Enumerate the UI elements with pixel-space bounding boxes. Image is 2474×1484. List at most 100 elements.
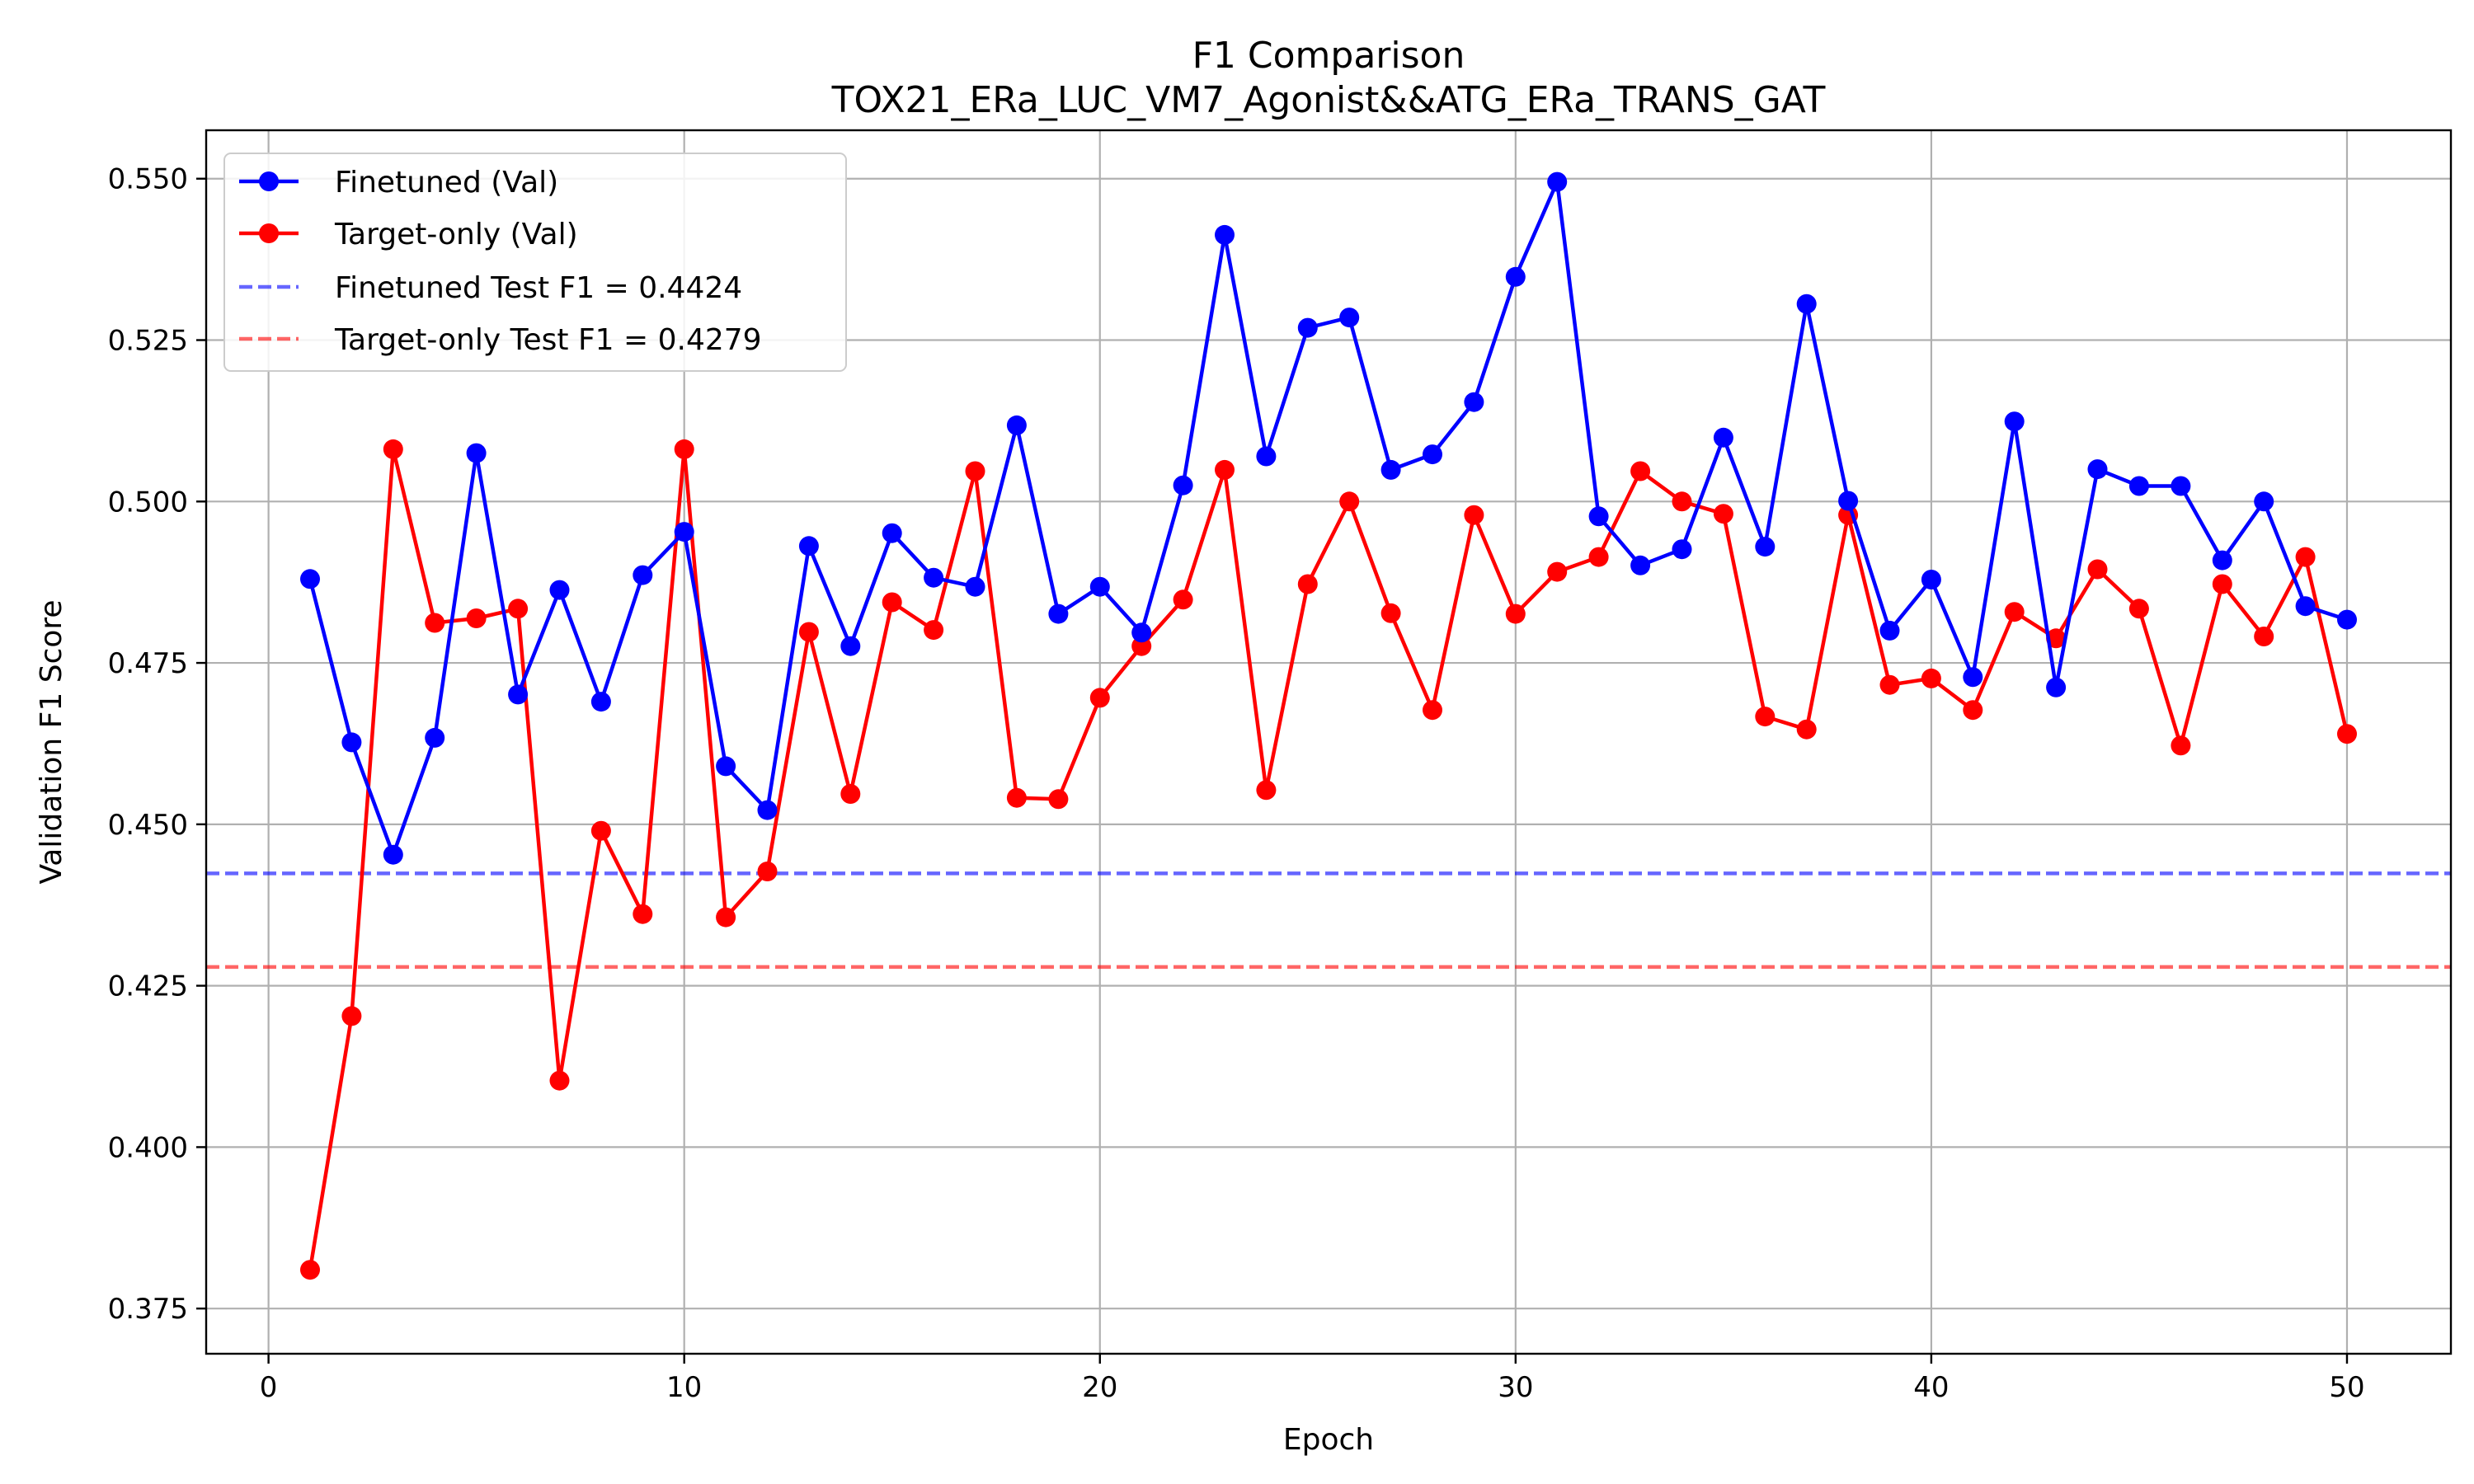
target-only-val-point bbox=[1048, 789, 1069, 810]
finetuned-val-point bbox=[1256, 446, 1277, 467]
plot-frame bbox=[205, 129, 2453, 1355]
target-only-val-point bbox=[2004, 602, 2025, 622]
target-only-val-point bbox=[2254, 627, 2274, 646]
finetuned-val-point bbox=[1380, 459, 1401, 480]
target-only-val-point bbox=[2295, 547, 2316, 567]
finetuned-val-point bbox=[590, 692, 611, 712]
target-only-val-point bbox=[2337, 724, 2357, 744]
target-only-val-point bbox=[2046, 628, 2067, 649]
finetuned-val-point bbox=[425, 727, 445, 748]
finetuned-val-point bbox=[508, 684, 529, 705]
target-only-val-point bbox=[1879, 674, 1900, 695]
legend-marker-finetuned-val bbox=[259, 171, 279, 191]
target-only-val-point bbox=[716, 907, 736, 928]
y-tick-label: 0.550 bbox=[108, 163, 188, 196]
finetuned-val-point bbox=[2046, 677, 2067, 697]
finetuned-val-point bbox=[798, 536, 819, 556]
y-tick-label: 0.475 bbox=[108, 647, 188, 680]
y-tick-label: 0.525 bbox=[108, 325, 188, 358]
finetuned-val-point bbox=[1630, 555, 1651, 575]
x-tick-label: 30 bbox=[1498, 1371, 1533, 1404]
target-only-val-point bbox=[2212, 574, 2232, 594]
legend-marker-target-only-val bbox=[259, 223, 279, 243]
target-only-val-point bbox=[1921, 668, 1941, 688]
target-only-val-point bbox=[425, 613, 445, 633]
x-axis-label: Epoch bbox=[1283, 1423, 1374, 1457]
legend-box bbox=[223, 153, 847, 372]
finetuned-val-point bbox=[716, 756, 736, 777]
y-axis-label: Validation F1 Score bbox=[35, 599, 68, 884]
target-only-val-point bbox=[1380, 603, 1401, 623]
x-tick-label: 50 bbox=[2329, 1371, 2364, 1404]
target-only-val-point bbox=[1006, 787, 1027, 808]
target-only-val-point bbox=[1339, 491, 1360, 512]
target-only-val-point bbox=[300, 1260, 320, 1280]
target-only-val-point bbox=[633, 904, 653, 924]
finetuned-val-point bbox=[1547, 171, 1568, 192]
finetuned-val-point bbox=[2128, 476, 2149, 496]
y-tick-label: 0.400 bbox=[108, 1131, 188, 1164]
target-only-val-point bbox=[466, 608, 487, 628]
target-only-val-point bbox=[549, 1070, 570, 1091]
x-tick-label: 40 bbox=[1913, 1371, 1949, 1404]
target-only-val-point bbox=[383, 439, 403, 459]
finetuned-val-point bbox=[757, 800, 778, 820]
y-tick-label: 0.375 bbox=[108, 1293, 188, 1326]
finetuned-val-point bbox=[1215, 224, 1235, 245]
finetuned-val-point bbox=[674, 522, 694, 542]
target-only-val-point bbox=[840, 784, 861, 804]
target-only-val-point bbox=[757, 862, 778, 881]
finetuned-val-point bbox=[1173, 475, 1193, 495]
finetuned-val-point bbox=[2212, 550, 2232, 571]
target-only-val-point bbox=[1464, 505, 1484, 525]
finetuned-val-point bbox=[2295, 596, 2316, 617]
finetuned-val-point bbox=[2171, 476, 2191, 496]
finetuned-val-point bbox=[1423, 444, 1442, 465]
grid-layer bbox=[206, 130, 2451, 1354]
finetuned-val-point bbox=[300, 569, 320, 589]
legend-label-finetuned-test: Finetuned Test F1 = 0.4424 bbox=[335, 271, 742, 305]
target-only-val-line bbox=[308, 447, 2349, 1270]
y-tick-label: 0.450 bbox=[108, 809, 188, 842]
target-only-val-point bbox=[2171, 735, 2191, 756]
finetuned-val-point bbox=[2337, 609, 2357, 630]
finetuned-val-point bbox=[840, 636, 861, 656]
legend: Finetuned (Val) Target-only (Val) Finetu… bbox=[223, 153, 847, 372]
finetuned-val-point bbox=[2254, 491, 2274, 512]
finetuned-val-point bbox=[1588, 506, 1609, 527]
finetuned-val-point bbox=[1713, 427, 1733, 448]
x-tick-label: 0 bbox=[260, 1371, 278, 1404]
finetuned-val-point bbox=[341, 732, 362, 753]
x-tick-label: 20 bbox=[1082, 1371, 1117, 1404]
finetuned-val-point bbox=[1838, 491, 1859, 511]
target-only-val-point bbox=[1588, 547, 1609, 567]
finetuned-val-point bbox=[1006, 415, 1027, 435]
finetuned-val-point bbox=[1131, 622, 1152, 643]
finetuned-val-line bbox=[308, 180, 2348, 857]
finetuned-val-point bbox=[633, 565, 653, 585]
target-only-val-point bbox=[341, 1006, 362, 1026]
target-only-val-point bbox=[924, 620, 944, 641]
x-tick-label: 10 bbox=[666, 1371, 702, 1404]
target-only-val-point bbox=[674, 439, 694, 459]
finetuned-val-point bbox=[965, 576, 985, 597]
finetuned-val-point bbox=[1339, 308, 1360, 328]
series-layer bbox=[300, 171, 2357, 1280]
finetuned-val-point bbox=[882, 523, 902, 543]
finetuned-val-point bbox=[1672, 539, 1692, 560]
finetuned-val-point bbox=[1796, 294, 1817, 314]
target-only-val-point bbox=[1089, 688, 1110, 708]
finetuned-val-point bbox=[1464, 392, 1484, 412]
target-only-val-point bbox=[590, 820, 611, 841]
target-only-val-point bbox=[882, 592, 902, 613]
finetuned-val-point bbox=[1505, 266, 1526, 287]
finetuned-val-point bbox=[2087, 459, 2108, 480]
finetuned-val-point bbox=[924, 567, 944, 588]
finetuned-val-point bbox=[1297, 317, 1318, 338]
target-only-val-point bbox=[1547, 561, 1568, 582]
target-only-val-point bbox=[1963, 700, 1983, 721]
target-only-val-point bbox=[1297, 574, 1318, 594]
chart-title: F1 Comparison bbox=[1192, 35, 1465, 77]
chart-subtitle: TOX21_ERa_LUC_VM7_Agonist&&ATG_ERa_TRANS… bbox=[831, 79, 1826, 121]
